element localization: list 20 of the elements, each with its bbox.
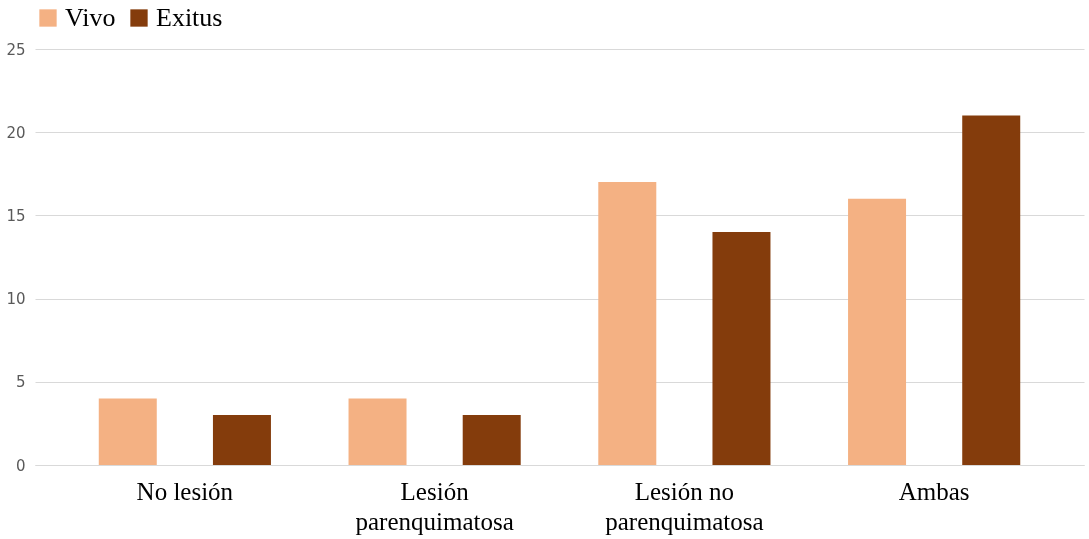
bar xyxy=(348,398,407,465)
y-tick-label: 15 xyxy=(6,206,26,225)
y-tick-label: 20 xyxy=(6,123,26,142)
legend-label: Vivo xyxy=(65,3,116,32)
y-tick-label: 25 xyxy=(6,40,26,59)
x-tick-label: Lesión no parenquimatosa xyxy=(605,477,764,535)
bar xyxy=(212,415,271,465)
legend-label: Exitus xyxy=(156,3,223,32)
bar xyxy=(848,198,907,465)
bar xyxy=(462,415,521,465)
bar xyxy=(598,182,657,465)
bar xyxy=(962,115,1021,465)
bar xyxy=(98,398,157,465)
x-tick-label: Lesión parenquimatosa xyxy=(355,477,514,535)
y-tick-label: 0 xyxy=(15,456,26,475)
y-tick-label: 10 xyxy=(6,290,26,309)
x-tick-label: No lesión xyxy=(136,477,234,505)
y-tick-label: 5 xyxy=(15,373,26,392)
bar xyxy=(712,232,771,465)
x-tick-label: Ambas xyxy=(898,477,970,505)
